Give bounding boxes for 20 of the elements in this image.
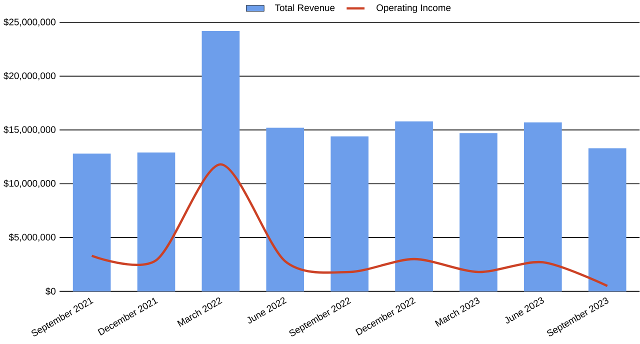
bar	[202, 31, 240, 292]
legend-label: Operating Income	[376, 4, 451, 14]
y-tick-label: $25,000,000	[4, 18, 56, 27]
y-tick-label: $0	[46, 288, 56, 296]
bar	[588, 148, 626, 292]
legend-label: Total Revenue	[275, 4, 335, 12]
bar	[330, 136, 368, 292]
x-tick-label: June 2023	[505, 298, 544, 324]
bar	[137, 152, 176, 292]
bar	[72, 154, 111, 292]
y-tick-label: $10,000,000	[4, 180, 56, 188]
bar	[395, 122, 433, 292]
bar	[460, 133, 498, 292]
y-tick-label: $15,000,000	[4, 126, 56, 134]
y-tick-label: $5,000,000	[8, 234, 56, 242]
x-tick-label: June 2022	[247, 298, 287, 324]
line-series	[90, 163, 609, 288]
bar	[266, 128, 304, 292]
y-tick-label: $20,000,000	[4, 72, 56, 80]
bar	[524, 122, 562, 292]
